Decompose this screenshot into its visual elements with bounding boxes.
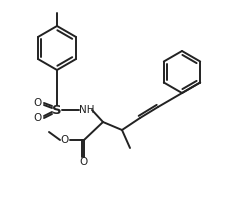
Text: O: O	[61, 135, 69, 145]
Text: O: O	[34, 98, 42, 108]
Text: O: O	[79, 157, 88, 167]
Text: S: S	[52, 103, 62, 116]
Text: O: O	[34, 113, 42, 123]
Text: NH: NH	[79, 105, 94, 115]
